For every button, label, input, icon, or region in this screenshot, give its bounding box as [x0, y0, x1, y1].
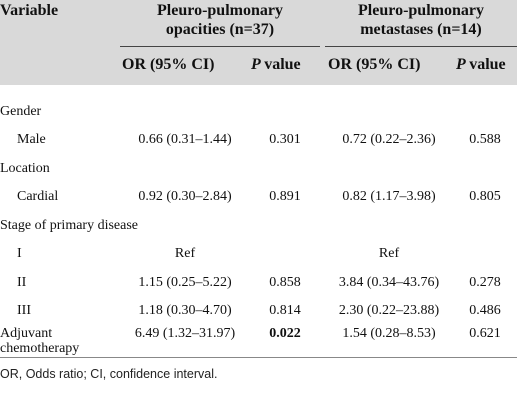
- row-label-gender: Gender: [0, 104, 42, 119]
- table-header-band: [0, 0, 517, 85]
- row-label-location: Location: [0, 161, 50, 176]
- row-label-adjuvant: Adjuvant: [0, 326, 53, 341]
- row-cardial-or2: 0.82 (1.17–3.98): [342, 189, 436, 204]
- row-adjuvant-or1: 6.49 (1.32–31.97): [134, 326, 236, 341]
- row-stage-ii-p1: 0.858: [269, 275, 301, 290]
- row-stage-iii-or2: 2.30 (0.22–23.88): [338, 303, 440, 318]
- row-adjuvant-or2: 1.54 (0.28–8.53): [342, 326, 436, 341]
- row-stage-i-or1: Ref: [174, 246, 196, 261]
- header-group1-line2: opacities (n=37): [165, 21, 275, 38]
- row-male-or2: 0.72 (0.22–2.36): [342, 132, 436, 147]
- table-bottom-rule: [0, 357, 517, 358]
- row-stage-ii-or2: 3.84 (0.34–43.76): [338, 275, 440, 290]
- header-group2-line2: metastases (n=14): [360, 21, 482, 38]
- row-label-male: Male: [17, 132, 46, 147]
- row-male-p2: 0.588: [469, 132, 501, 147]
- row-label-cardial: Cardial: [17, 189, 59, 204]
- row-label-stage-iii: III: [17, 303, 31, 318]
- row-label-stage-ii: II: [17, 275, 27, 290]
- header-variable: Variable: [0, 2, 59, 19]
- row-label-stage: Stage of primary disease: [0, 218, 139, 233]
- header-or-label-2: OR (95% CI): [328, 56, 421, 73]
- row-cardial-p1: 0.891: [269, 189, 301, 204]
- header-group1-line1: Pleuro-pulmonary: [157, 2, 283, 19]
- header-p-label-2: P value: [456, 56, 506, 73]
- row-male-or1: 0.66 (0.31–1.44): [138, 132, 232, 147]
- group2-underline: [325, 46, 517, 47]
- row-adjuvant-p2: 0.621: [469, 326, 501, 341]
- row-adjuvant-p1: 0.022: [269, 326, 301, 341]
- table-footnote: OR, Odds ratio; CI, confidence interval.: [0, 367, 218, 381]
- row-stage-iii-or1: 1.18 (0.30–4.70): [138, 303, 232, 318]
- row-cardial-p2: 0.805: [469, 189, 501, 204]
- row-male-p1: 0.301: [269, 132, 301, 147]
- row-stage-iii-p2: 0.486: [469, 303, 501, 318]
- row-cardial-or1: 0.92 (0.30–2.84): [138, 189, 232, 204]
- header-or-label-1: OR (95% CI): [122, 56, 215, 73]
- group1-underline: [120, 46, 320, 47]
- row-stage-i-or2: Ref: [378, 246, 400, 261]
- row-label-stage-i: I: [17, 246, 22, 261]
- row-stage-iii-p1: 0.814: [269, 303, 301, 318]
- header-group2-line1: Pleuro-pulmonary: [358, 2, 484, 19]
- header-p-label-1: P value: [251, 56, 301, 73]
- row-stage-ii-or1: 1.15 (0.25–5.22): [138, 275, 232, 290]
- row-stage-ii-p2: 0.278: [469, 275, 501, 290]
- row-label-chemotherapy: chemotherapy: [0, 341, 80, 356]
